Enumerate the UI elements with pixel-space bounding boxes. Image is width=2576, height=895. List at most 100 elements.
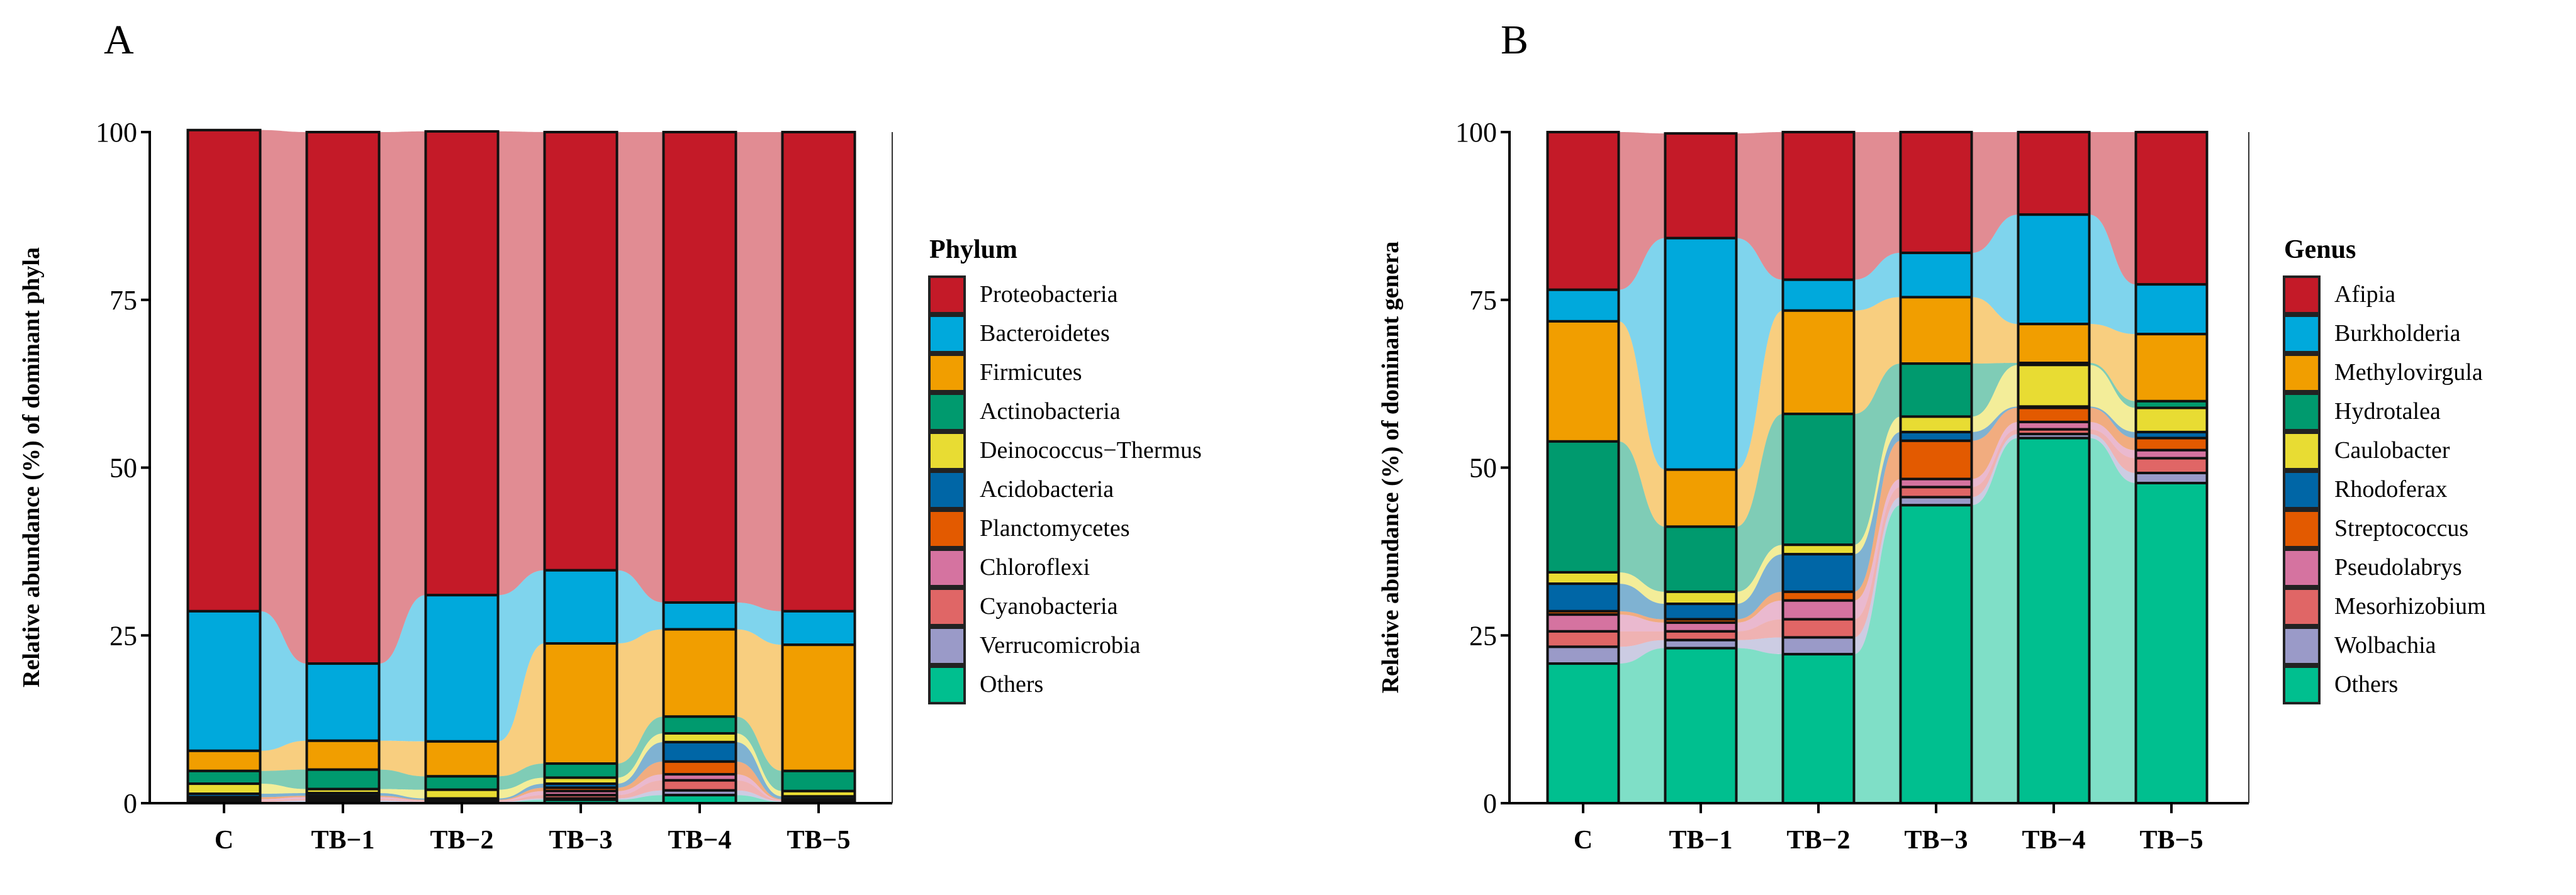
bar-segment xyxy=(1664,468,1738,528)
legend-label: Bacteroidetes xyxy=(980,320,1110,347)
flow-acidobacteria xyxy=(379,792,426,800)
x-tick-label: TB−2 xyxy=(430,826,494,855)
bar-segment xyxy=(1899,439,1973,481)
flow-afipia xyxy=(1854,132,1901,280)
legend-swatch xyxy=(2283,353,2321,392)
flow-firmicutes xyxy=(260,740,307,771)
legend-label: Planctomycetes xyxy=(980,515,1129,542)
flow-deinococcus-thermus xyxy=(379,789,426,799)
legend-swatch xyxy=(2283,509,2321,548)
legend-label: Mesorhizobium xyxy=(2334,593,2486,620)
flow-verrucomicrobia xyxy=(498,798,545,803)
flow-mesorhizobium xyxy=(1618,631,1666,647)
flow-planctomycetes xyxy=(260,796,307,799)
x-tick-label: TB−3 xyxy=(549,826,613,855)
y-tick-label: 25 xyxy=(109,620,137,651)
bar-segment xyxy=(1899,430,1973,442)
legend-label: Firmicutes xyxy=(980,359,1082,386)
bar-segment xyxy=(1899,252,1973,299)
bar-segment xyxy=(1664,621,1738,633)
flow-firmicutes xyxy=(617,629,664,764)
bar-segment xyxy=(1781,590,1856,602)
flow-cyanobacteria xyxy=(379,799,426,802)
x-tick-label: C xyxy=(215,826,233,855)
flow-cyanobacteria xyxy=(736,780,783,801)
y-tick-label: 100 xyxy=(96,117,137,148)
flow-pseudolabrys xyxy=(1736,600,1783,631)
flow-hydrotalea xyxy=(1618,441,1666,592)
flow-deinococcus-thermus xyxy=(736,733,783,797)
flow-burkholderia xyxy=(1971,214,2019,325)
legend-label: Others xyxy=(980,671,1043,698)
bar-segment xyxy=(662,760,737,776)
bar-segment xyxy=(1899,415,1973,433)
flow-proteobacteria xyxy=(736,132,783,611)
panel-b: B Relative abundance (%) of dominant gen… xyxy=(1377,17,2486,855)
legend-swatch xyxy=(2283,275,2321,314)
bar-segment xyxy=(1781,131,1856,281)
bar-segment xyxy=(543,131,619,572)
legend-swatch xyxy=(928,665,966,704)
legend-label: Deinococcus−Thermus xyxy=(980,437,1202,464)
flow-wolbachia xyxy=(1618,640,1666,664)
bars xyxy=(186,128,856,805)
legend-label: Caulobacter xyxy=(2334,437,2450,464)
y-tick-label: 75 xyxy=(109,285,137,316)
legend-swatch xyxy=(2283,665,2321,704)
bar-segment xyxy=(662,601,737,631)
flow-pseudolabrys xyxy=(1618,614,1666,631)
bar-segment xyxy=(1546,630,1620,648)
flow-pseudolabrys xyxy=(1854,479,1901,620)
flow-burkholderia xyxy=(1618,238,1666,470)
bar-segment xyxy=(424,594,500,743)
legend-swatch xyxy=(2283,392,2321,431)
flow-hydrotalea xyxy=(1854,364,1901,545)
legend-label: Afipia xyxy=(2334,281,2395,308)
legend-swatch xyxy=(928,314,966,353)
bar-segment xyxy=(781,609,856,647)
flow-planctomycetes xyxy=(379,796,426,801)
bar-segment xyxy=(1546,131,1620,291)
bar-segment xyxy=(2017,131,2091,216)
x-tick-label: TB−5 xyxy=(2140,826,2204,855)
bar-segment xyxy=(1546,662,1620,804)
legend-label: Burkholderia xyxy=(2334,320,2461,347)
legend-label: Chloroflexi xyxy=(980,554,1090,581)
legend-label: Pseudolabrys xyxy=(2334,554,2462,581)
y-tick-label: 50 xyxy=(1469,453,1497,484)
y-tick-label: 75 xyxy=(1469,285,1497,316)
flow-others xyxy=(1971,438,2019,803)
flow-actinobacteria xyxy=(617,716,664,778)
legend-label: Streptococcus xyxy=(2334,515,2468,542)
flow-caulobacter xyxy=(1854,416,1901,555)
legend-swatch xyxy=(928,275,966,314)
panel-label: B xyxy=(1501,17,1528,63)
flow-afipia xyxy=(1736,132,1783,280)
flow-deinococcus-thermus xyxy=(617,733,664,784)
bar-segment xyxy=(424,130,500,597)
bar-segment xyxy=(1664,630,1738,642)
bar-segment xyxy=(1781,636,1856,656)
x-tick-label: TB−4 xyxy=(668,826,732,855)
bar-segment xyxy=(2017,406,2091,423)
flow-others xyxy=(2089,438,2136,803)
bar-segment xyxy=(1781,553,1856,593)
flow-caulobacter xyxy=(2089,365,2136,432)
flow-caulobacter xyxy=(1618,572,1666,604)
flow-afipia xyxy=(1971,132,2019,253)
flow-actinobacteria xyxy=(736,716,783,791)
legend-title: Genus xyxy=(2284,235,2356,264)
flow-rhodoferax xyxy=(2089,406,2136,438)
bar-segment xyxy=(781,131,856,613)
legend-label: Actinobacteria xyxy=(980,398,1121,425)
flow-deinococcus-thermus xyxy=(498,777,545,799)
bar-segment xyxy=(1664,590,1738,606)
flow-rhodoferax xyxy=(1618,584,1666,620)
flow-acidobacteria xyxy=(736,742,783,799)
flow-planctomycetes xyxy=(617,761,664,791)
flow-caulobacter xyxy=(1736,545,1783,604)
flow-chloroflexi xyxy=(617,774,664,796)
bar-segment xyxy=(2017,323,2091,365)
bar-segment xyxy=(662,740,737,763)
